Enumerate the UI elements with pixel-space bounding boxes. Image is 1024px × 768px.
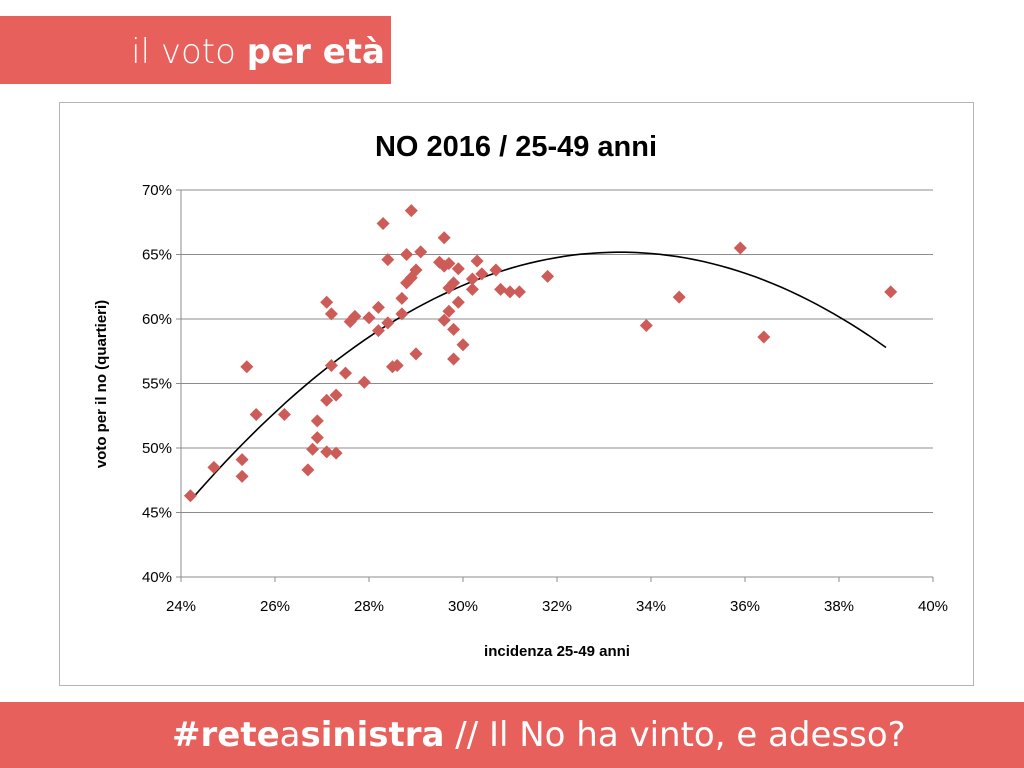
data-point (757, 330, 771, 344)
data-point (240, 360, 254, 374)
chart-frame: NO 2016 / 25-49 anni 40% 45% 50% 55% 60% 65% 7… (59, 102, 974, 686)
data-point (381, 253, 395, 267)
data-point (404, 204, 418, 218)
data-point (390, 358, 404, 372)
gridlines (181, 189, 933, 513)
data-point (329, 446, 343, 460)
data-point (320, 393, 334, 407)
data-point (447, 322, 461, 336)
footer-hashtag-part1: #rete (172, 715, 280, 755)
data-point (376, 217, 390, 231)
data-point (437, 231, 451, 245)
data-point (339, 366, 352, 380)
footer-text: #reteasinistra // Il No ha vinto, e ades… (172, 714, 906, 756)
data-point (207, 460, 221, 474)
data-point (541, 269, 555, 283)
data-point (409, 263, 423, 277)
data-point (451, 262, 465, 276)
x-tick-label: 26% (260, 598, 290, 615)
data-point (442, 281, 456, 295)
data-point (301, 463, 315, 477)
x-tick-label: 24% (166, 598, 196, 615)
y-tick-label: 60% (142, 311, 172, 328)
data-point (235, 453, 249, 467)
data-point (503, 285, 517, 299)
data-point (489, 263, 503, 277)
y-tick-label: 55% (142, 376, 172, 393)
data-point (451, 295, 465, 309)
data-point (884, 285, 898, 299)
data-point (465, 282, 479, 296)
footer-tagline: // Il No ha vinto, e adesso? (444, 715, 906, 755)
header-banner: il voto per età (0, 16, 391, 84)
y-tick-label: 70% (142, 182, 172, 199)
data-point (447, 352, 461, 366)
x-tick-label: 34% (636, 598, 666, 615)
data-point (329, 388, 343, 402)
data-point (414, 245, 428, 259)
data-point (362, 311, 376, 325)
header-title-bold: per età (246, 32, 385, 72)
data-point (437, 259, 451, 273)
trendline-curve (189, 251, 887, 502)
y-tick-label: 50% (142, 440, 172, 457)
data-point (494, 282, 508, 296)
header-title: il voto per età (131, 32, 385, 72)
data-point (320, 295, 334, 309)
data-point (395, 307, 409, 321)
data-point (672, 290, 686, 304)
footer-banner: #reteasinistra // Il No ha vinto, e ades… (0, 702, 1024, 768)
data-point (357, 375, 371, 389)
y-tick-label: 45% (142, 505, 172, 522)
data-point (512, 285, 526, 299)
x-tick-label: 38% (824, 598, 854, 615)
data-point (456, 338, 470, 352)
data-point (442, 304, 456, 318)
x-axis-label: incidenza 25-49 anni (484, 643, 630, 660)
data-point (437, 313, 451, 327)
x-tick-label: 32% (542, 598, 572, 615)
data-point (470, 254, 484, 268)
data-point (475, 267, 489, 281)
data-point (249, 407, 263, 421)
data-point (310, 431, 324, 445)
data-point (395, 291, 409, 305)
data-point (306, 442, 320, 456)
y-axis-label: voto per il no (quartieri) (93, 300, 110, 468)
header-title-light: il voto (131, 32, 247, 72)
data-point (442, 257, 456, 271)
scatter-chart: NO 2016 / 25-49 anni 40% 45% 50% 55% 60% 65% 7… (93, 131, 948, 660)
data-point (348, 309, 362, 323)
footer-hashtag-part3: sinistra (300, 715, 445, 755)
data-point (235, 469, 249, 483)
axes (176, 189, 934, 582)
data-point (277, 407, 291, 421)
x-tick-label: 36% (730, 598, 760, 615)
trendline (189, 251, 887, 502)
footer-hashtag-part2: a (279, 715, 301, 755)
y-tick-label: 65% (142, 247, 172, 264)
chart-title: NO 2016 / 25-49 anni (375, 131, 657, 163)
data-point (465, 272, 479, 286)
data-point (409, 347, 423, 361)
data-point (371, 300, 385, 314)
data-point (324, 358, 338, 372)
x-tick-label: 40% (918, 598, 948, 615)
tick-labels: 40% 45% 50% 55% 60% 65% 70% 24% 26% 28% 30% 32% 34% 3… (142, 182, 948, 615)
y-tick-label: 40% (142, 569, 172, 586)
x-tick-label: 28% (354, 598, 384, 615)
data-point (733, 241, 747, 255)
data-point (320, 445, 334, 459)
data-point (447, 276, 461, 290)
data-point (183, 489, 197, 503)
data-point (310, 414, 324, 428)
data-point (381, 316, 395, 330)
data-point (371, 324, 385, 338)
data-point (639, 318, 653, 332)
data-point (324, 307, 338, 321)
x-tick-label: 30% (448, 598, 478, 615)
data-points (183, 204, 898, 503)
data-point (400, 248, 414, 261)
